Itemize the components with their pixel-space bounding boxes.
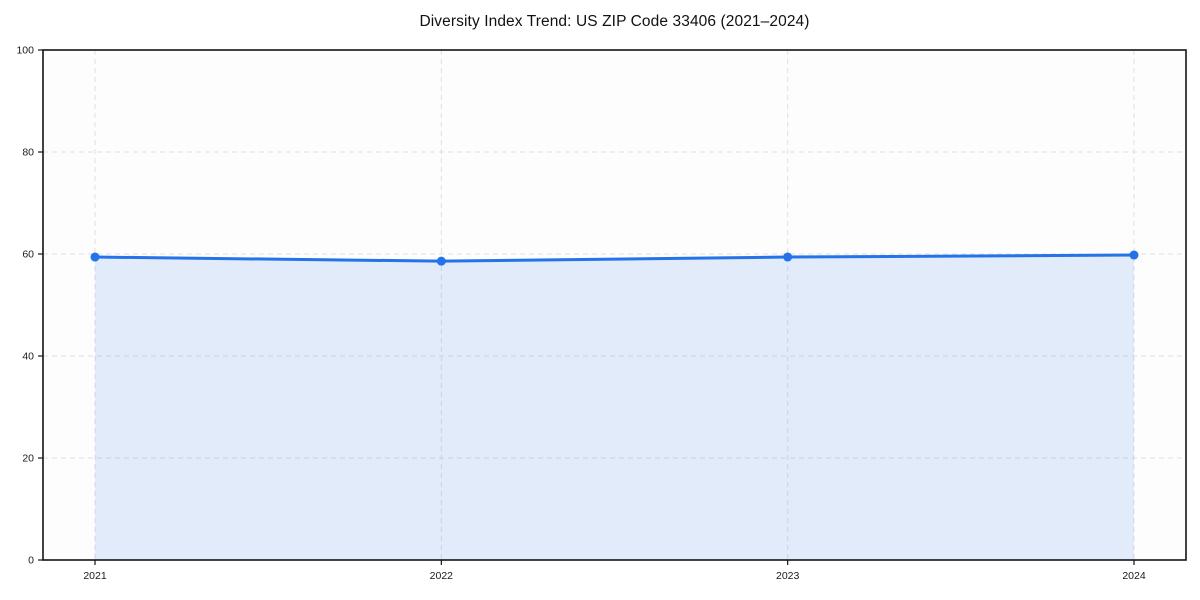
data-point-2022 xyxy=(436,256,446,266)
trend-line xyxy=(93,253,1136,263)
area-fill xyxy=(95,255,1134,560)
chart-title: Diversity Index Trend: US ZIP Code 33406… xyxy=(419,13,810,30)
plot-background xyxy=(43,50,1186,560)
y-tick-label: 40 xyxy=(22,351,34,363)
y-tick-label: 0 xyxy=(28,555,34,567)
data-point-2024 xyxy=(1129,250,1139,260)
plot-border xyxy=(42,49,1187,561)
y-tick-label: 100 xyxy=(16,45,34,57)
y-tick-label: 60 xyxy=(22,249,34,261)
data-point-2023 xyxy=(783,252,793,262)
x-tick-label: 2023 xyxy=(776,570,800,582)
x-tick-label: 2024 xyxy=(1122,570,1146,582)
data-point-2021 xyxy=(90,252,100,262)
x-tick-label: 2021 xyxy=(83,570,107,582)
y-tick-label: 80 xyxy=(22,147,34,159)
x-tick-label: 2022 xyxy=(430,570,454,582)
y-tick-label: 20 xyxy=(22,453,34,465)
